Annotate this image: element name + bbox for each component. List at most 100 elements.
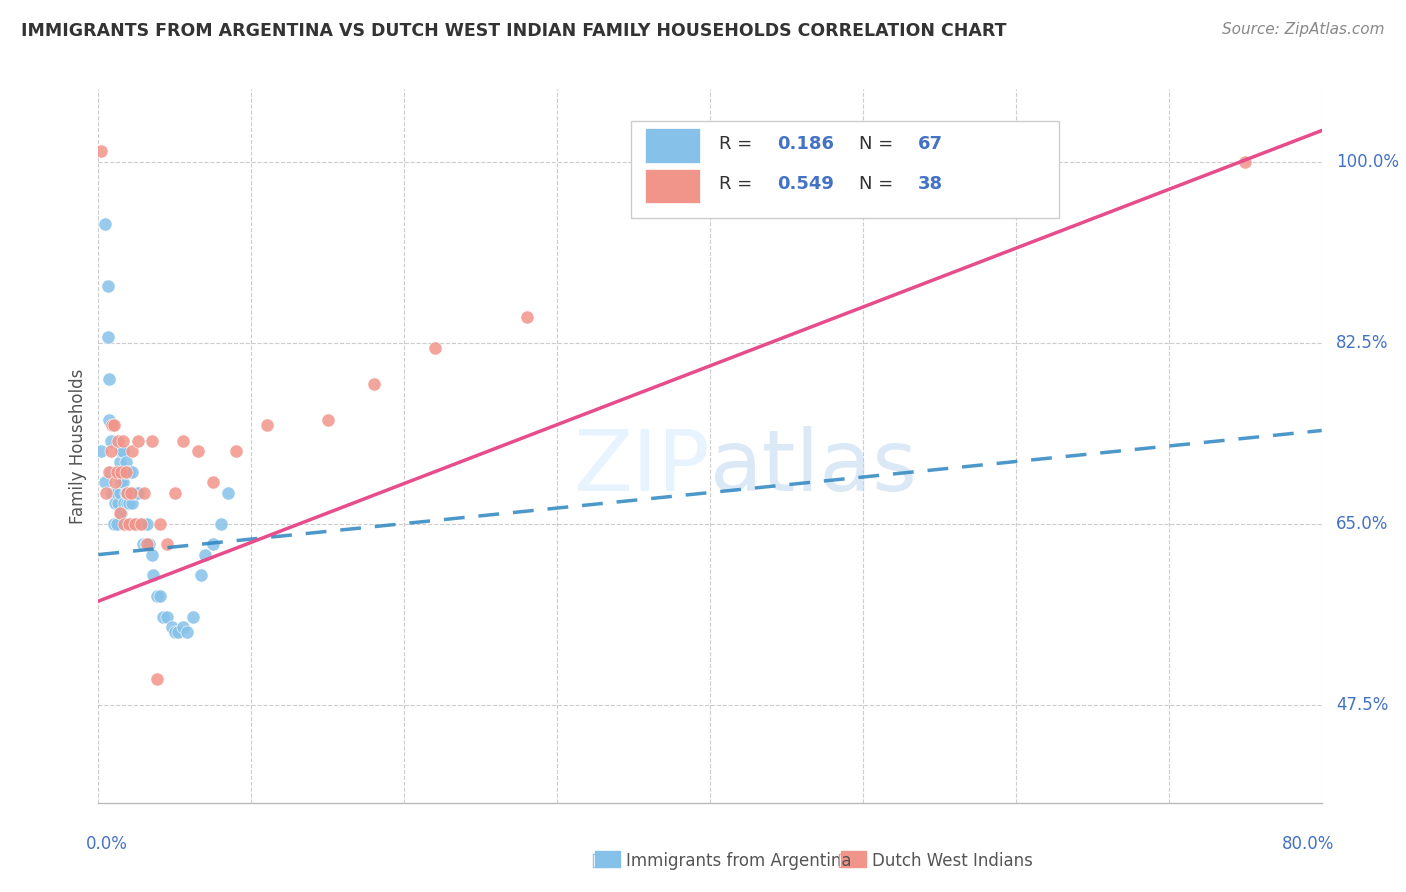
Point [163, 485, 186, 500]
Point [117, 465, 139, 479]
Text: Dutch West Indians: Dutch West Indians [872, 852, 1032, 870]
Point [108, 454, 131, 468]
Text: 0.0%: 0.0% [86, 835, 128, 853]
Point [172, 434, 194, 448]
Point [121, 465, 143, 479]
Point [115, 454, 138, 468]
Point [100, 465, 122, 479]
Text: □: □ [837, 851, 855, 871]
Point [181, 609, 204, 624]
Point [129, 516, 152, 531]
Point [141, 434, 163, 448]
Text: □: □ [591, 851, 609, 871]
Text: 38: 38 [918, 175, 943, 193]
Point [176, 625, 198, 640]
Point [115, 465, 138, 479]
Text: 0.186: 0.186 [778, 136, 834, 153]
Point [120, 485, 142, 500]
Point [97, 330, 120, 344]
Point [110, 506, 132, 520]
Point [94, 485, 117, 500]
Point [136, 537, 159, 551]
Point [112, 516, 135, 531]
Point [118, 496, 141, 510]
Text: 47.5%: 47.5% [1336, 696, 1389, 714]
Point [132, 537, 155, 551]
Point [202, 475, 225, 490]
Point [108, 485, 131, 500]
Point [256, 418, 278, 433]
Point [115, 485, 138, 500]
Point [194, 548, 217, 562]
Point [111, 444, 134, 458]
Point [101, 418, 124, 433]
Point [103, 418, 125, 433]
Point [100, 434, 122, 448]
Point [156, 609, 179, 624]
Point [134, 516, 156, 531]
Point [110, 465, 132, 479]
Point [136, 516, 159, 531]
Point [124, 516, 146, 531]
Text: ZIP: ZIP [574, 425, 710, 509]
Point [125, 485, 148, 500]
Text: 100.0%: 100.0% [1336, 153, 1399, 170]
Point [104, 496, 127, 510]
Point [316, 413, 339, 427]
Text: atlas: atlas [710, 425, 918, 509]
Point [1234, 154, 1257, 169]
Point [141, 548, 163, 562]
Point [93, 217, 115, 231]
Point [108, 506, 131, 520]
Point [112, 465, 135, 479]
Text: 82.5%: 82.5% [1336, 334, 1389, 351]
Point [127, 434, 149, 448]
Point [105, 465, 128, 479]
Point [129, 516, 152, 531]
Text: 80.0%: 80.0% [1281, 835, 1334, 853]
Point [107, 434, 129, 448]
Point [120, 485, 142, 500]
Text: N =: N = [859, 136, 900, 153]
Text: 0.549: 0.549 [778, 175, 834, 193]
Point [149, 516, 172, 531]
Text: N =: N = [859, 175, 900, 193]
Point [145, 589, 167, 603]
Point [121, 496, 143, 510]
Point [103, 485, 125, 500]
Point [138, 537, 160, 551]
Point [149, 589, 172, 603]
Point [117, 496, 139, 510]
Text: R =: R = [718, 136, 758, 153]
Text: Source: ZipAtlas.com: Source: ZipAtlas.com [1222, 22, 1385, 37]
Point [156, 537, 179, 551]
Point [117, 485, 139, 500]
Text: R =: R = [718, 175, 758, 193]
Point [103, 465, 125, 479]
Bar [841, 851, 866, 867]
Text: Immigrants from Argentina: Immigrants from Argentina [626, 852, 851, 870]
Point [152, 609, 174, 624]
Point [104, 465, 127, 479]
Point [110, 475, 132, 490]
Bar [645, 169, 700, 203]
Point [107, 496, 129, 510]
Point [363, 376, 385, 391]
Point [120, 516, 142, 531]
Point [101, 485, 124, 500]
Point [111, 434, 134, 448]
Point [145, 672, 167, 686]
Point [122, 485, 145, 500]
Point [98, 465, 121, 479]
Point [135, 537, 157, 551]
Point [163, 625, 186, 640]
Point [107, 465, 129, 479]
Point [97, 278, 120, 293]
Point [167, 625, 190, 640]
Point [118, 516, 141, 531]
Point [423, 341, 446, 355]
Point [172, 620, 194, 634]
Point [142, 568, 165, 582]
Point [190, 568, 212, 582]
Point [125, 516, 148, 531]
